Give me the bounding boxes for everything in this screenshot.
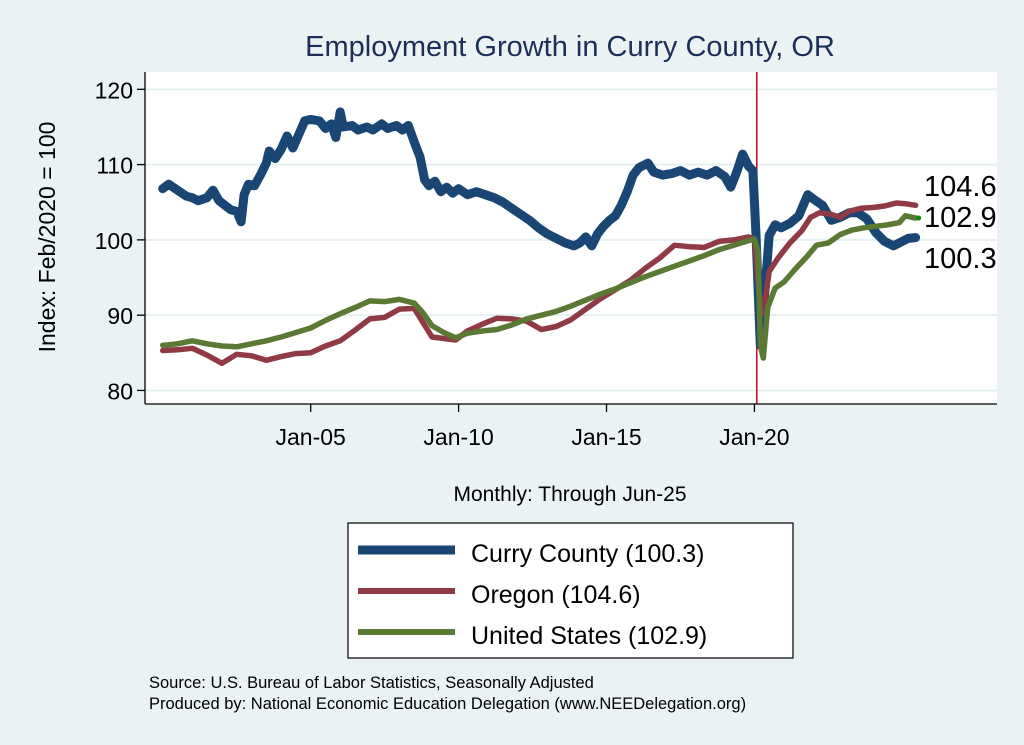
- legend-label-us: United States (102.9): [471, 622, 707, 650]
- chart-title: Employment Growth in Curry County, OR: [305, 31, 835, 63]
- x-ticks: Jan-05 Jan-10 Jan-15 Jan-20: [276, 404, 790, 450]
- series-group: [158, 107, 921, 367]
- y-tick-label-110: 110: [96, 153, 133, 179]
- end-markers: [916, 215, 922, 221]
- plot-area: [145, 72, 997, 404]
- legend: Curry County (100.3) Oregon (104.6) Unit…: [347, 522, 794, 659]
- source-note: Source: U.S. Bureau of Labor Statistics,…: [149, 674, 594, 692]
- gridlines: [145, 88, 997, 392]
- series-line-0: [158, 107, 921, 350]
- x-tick-label-Jan-20: Jan-20: [719, 424, 789, 450]
- x-tick-label-Jan-10: Jan-10: [423, 424, 493, 450]
- series-line-2: [159, 213, 919, 361]
- y-ticks: 80 90 100 110 120: [95, 77, 145, 404]
- y-tick-label-120: 120: [95, 77, 133, 103]
- legend-label-curry: Curry County (100.3): [471, 540, 704, 568]
- x-tick-label-Jan-15: Jan-15: [571, 424, 641, 450]
- legend-label-oregon: Oregon (104.6): [471, 581, 641, 609]
- series-line-1: [159, 200, 919, 367]
- end-label-0: 100.3: [924, 243, 997, 275]
- us-end-marker: [916, 215, 922, 221]
- y-tick-label-100: 100: [95, 228, 133, 254]
- end-label-1: 104.6: [924, 171, 997, 203]
- y-tick-label-90: 90: [107, 303, 133, 329]
- x-axis-title: Monthly: Through Jun-25: [453, 483, 686, 506]
- producer-note: Produced by: National Economic Education…: [149, 695, 746, 713]
- y-axis-title: Index: Feb/2020 = 100: [34, 122, 60, 353]
- end-label-2: 102.9: [924, 202, 997, 234]
- x-tick-label-Jan-05: Jan-05: [276, 424, 346, 450]
- y-tick-label-80: 80: [107, 378, 133, 404]
